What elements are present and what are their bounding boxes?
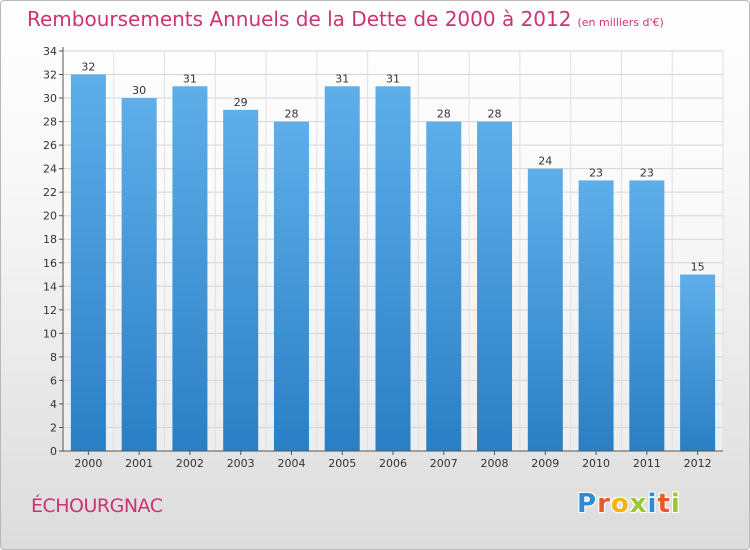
y-tick-label: 6	[50, 374, 57, 387]
data-label: 31	[386, 72, 400, 85]
data-label: 15	[691, 261, 705, 274]
y-tick-label: 10	[43, 327, 57, 340]
x-tick-label: 2008	[481, 457, 509, 470]
brand-logo-letter: x	[629, 489, 648, 519]
x-tick-label: 2011	[633, 457, 661, 470]
y-tick-label: 32	[43, 69, 57, 82]
bar	[477, 121, 513, 452]
bar	[273, 121, 309, 452]
chart-title: Remboursements Annuels de la Dette de 20…	[27, 7, 664, 31]
y-tick-label: 26	[43, 139, 57, 152]
y-tick-label: 24	[43, 163, 57, 176]
data-label: 30	[132, 84, 146, 97]
data-label: 31	[335, 72, 349, 85]
y-tick-label: 4	[50, 398, 57, 411]
data-label: 23	[640, 166, 654, 179]
bar	[223, 109, 259, 451]
brand-logo-letter: i	[670, 489, 681, 519]
brand-logo: Proxiti	[577, 489, 681, 519]
data-label: 28	[437, 108, 451, 121]
x-tick-label: 2007	[430, 457, 458, 470]
x-tick-label: 2006	[379, 457, 407, 470]
brand-logo-letter: i	[647, 489, 658, 519]
bar	[70, 74, 106, 451]
chart-subtitle: (en milliers d'€)	[577, 16, 664, 29]
x-tick-label: 2002	[176, 457, 204, 470]
x-tick-label: 2010	[582, 457, 610, 470]
y-tick-label: 20	[43, 210, 57, 223]
chart-title-text: Remboursements Annuels de la Dette de 20…	[27, 7, 572, 31]
bar	[324, 86, 360, 451]
brand-logo-letter: r	[597, 489, 611, 519]
data-label: 31	[183, 72, 197, 85]
bar	[375, 86, 411, 451]
commune-name: ÉCHOURGNAC	[31, 495, 163, 517]
bar	[121, 98, 157, 451]
y-tick-label: 34	[43, 45, 57, 58]
y-tick-label: 12	[43, 304, 57, 317]
y-tick-label: 14	[43, 280, 57, 293]
bar	[527, 168, 563, 451]
y-tick-label: 8	[50, 351, 57, 364]
y-tick-label: 22	[43, 186, 57, 199]
x-tick-label: 2004	[277, 457, 305, 470]
y-tick-label: 2	[50, 421, 57, 434]
bar	[578, 180, 614, 452]
y-tick-label: 0	[50, 445, 57, 458]
y-tick-label: 28	[43, 116, 57, 129]
data-label: 28	[488, 108, 502, 121]
x-tick-label: 2005	[328, 457, 356, 470]
brand-logo-letter: t	[657, 489, 671, 519]
data-label: 29	[234, 96, 248, 109]
x-tick-label: 2003	[227, 457, 255, 470]
x-tick-label: 2009	[531, 457, 559, 470]
y-tick-label: 16	[43, 257, 57, 270]
data-label: 24	[538, 155, 552, 168]
bar	[172, 86, 208, 451]
x-tick-label: 2000	[74, 457, 102, 470]
bar-layer: 32 30 31 29 28 31 31 28 28 24 23 23 15	[70, 61, 716, 452]
bar	[629, 180, 665, 452]
data-label: 28	[284, 108, 298, 121]
bar	[680, 274, 716, 451]
y-tick-label: 30	[43, 92, 57, 105]
data-label: 23	[589, 166, 603, 179]
bar	[426, 121, 462, 452]
brand-logo-letter: o	[610, 489, 630, 519]
x-tick-label: 2001	[125, 457, 153, 470]
data-label: 32	[81, 61, 95, 74]
y-tick-label: 18	[43, 233, 57, 246]
brand-logo-letter: P	[577, 489, 598, 519]
x-tick-label: 2012	[684, 457, 712, 470]
